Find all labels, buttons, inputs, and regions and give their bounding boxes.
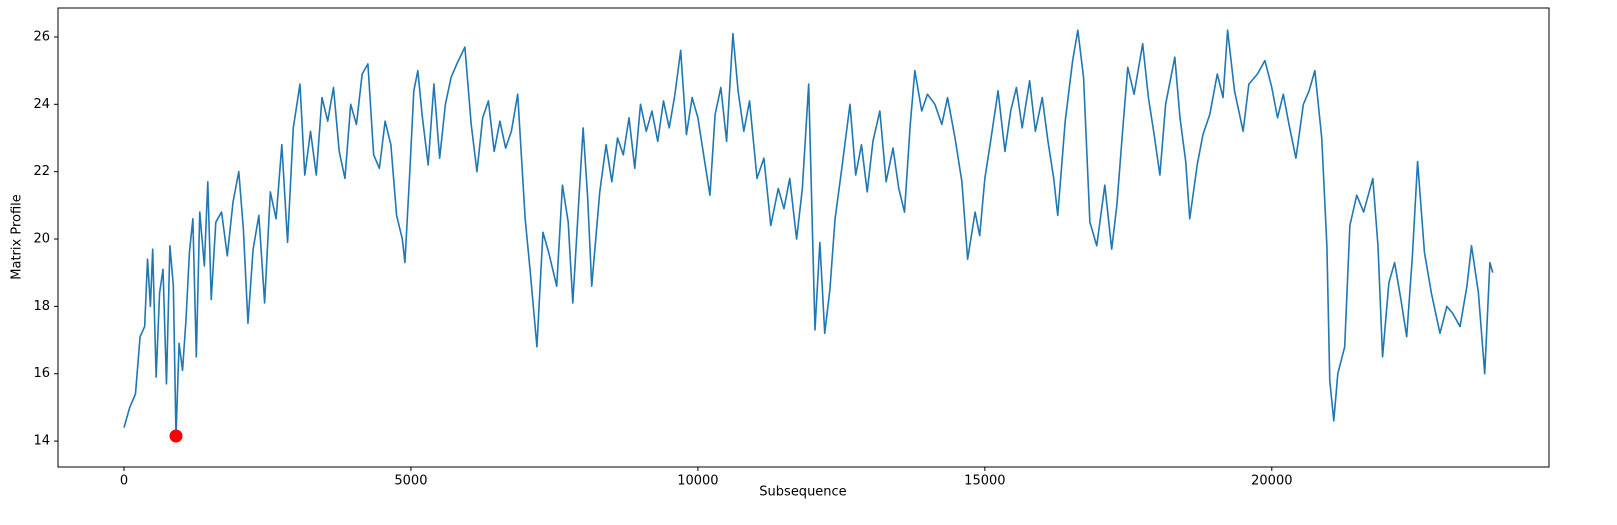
- highlight-point: [169, 429, 183, 443]
- data-line: [123, 29, 1494, 437]
- y-tick-label: 18: [33, 299, 50, 314]
- y-tick-label: 26: [33, 29, 50, 44]
- y-axis-label: Matrix Profile: [10, 194, 25, 279]
- plot-frame: [57, 7, 1550, 468]
- x-tick-label: 20000: [1251, 474, 1292, 489]
- y-tick-label: 14: [33, 434, 50, 449]
- y-tick-label: 22: [33, 164, 50, 179]
- x-tick-label: 10000: [677, 474, 718, 489]
- x-tick-label: 5000: [394, 474, 427, 489]
- x-axis-label: Subsequence: [759, 485, 846, 500]
- y-tick-label: 20: [33, 232, 50, 247]
- x-tick-label: 0: [120, 474, 128, 489]
- y-tick-label: 16: [33, 366, 50, 381]
- y-tick-label: 24: [33, 97, 50, 112]
- x-tick-label: 15000: [964, 474, 1005, 489]
